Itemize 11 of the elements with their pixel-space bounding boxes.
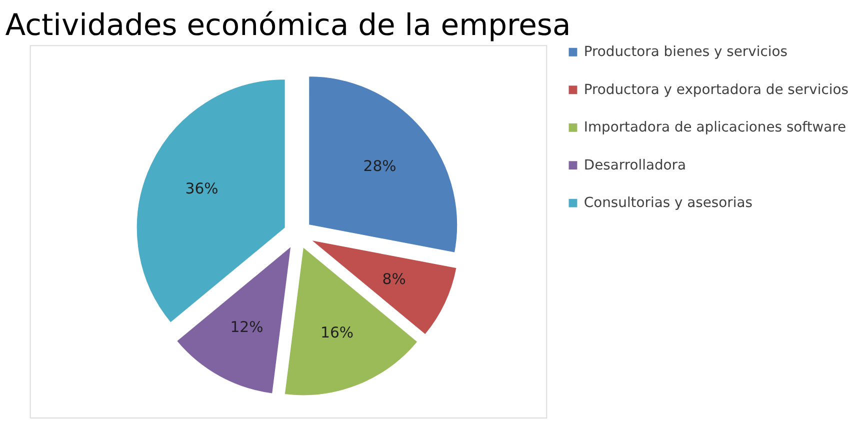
data-label: 12% (230, 318, 264, 336)
legend-label: Productora y exportadora de servicios (584, 82, 848, 98)
data-label: 8% (382, 270, 406, 288)
legend-label: Desarrolladora (584, 157, 686, 174)
chart-title: Actividades económica de la empresa (5, 8, 571, 44)
data-label: 28% (363, 157, 396, 176)
legend-label: Productora bienes y servicios (584, 44, 788, 60)
data-label: 36% (185, 180, 218, 198)
data-label: 16% (320, 324, 354, 342)
legend-label: Consultorias y asesorias (584, 195, 752, 212)
legend-label: Importadora de aplicaciones software (584, 120, 846, 136)
